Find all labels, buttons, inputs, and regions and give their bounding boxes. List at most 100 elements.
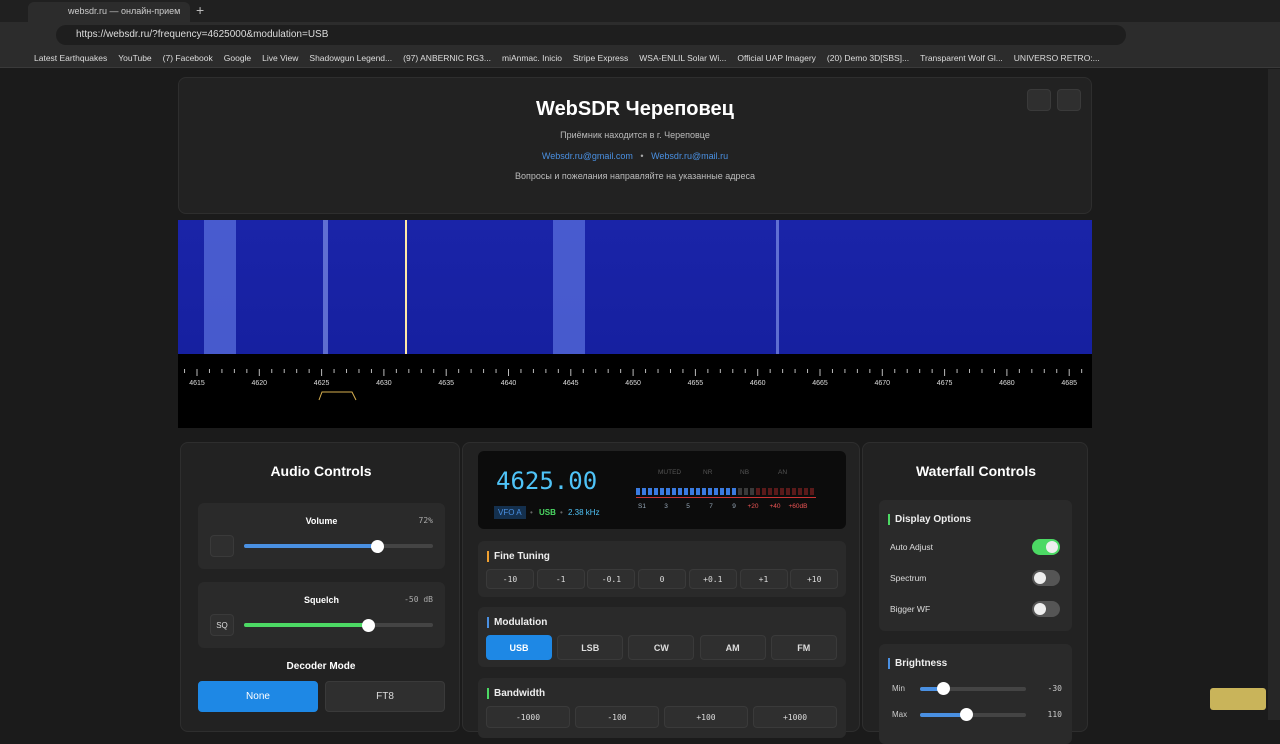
meter-segment: [696, 488, 700, 495]
toggle[interactable]: [1032, 601, 1060, 617]
bookmark[interactable]: UNIVERSO RETRO:...: [1013, 52, 1100, 63]
scale-label: 4680: [999, 380, 1015, 387]
meter-segment: [798, 488, 802, 495]
new-tab[interactable]: +: [196, 2, 205, 18]
icon-button[interactable]: [1057, 89, 1081, 111]
mode-button[interactable]: CW: [628, 635, 695, 660]
tune-button[interactable]: +0.1: [688, 569, 737, 589]
mode-button[interactable]: USB: [486, 635, 552, 660]
meter-segment: [756, 488, 760, 495]
min-slider[interactable]: [920, 687, 1026, 691]
slider-knob[interactable]: [362, 619, 375, 632]
meter-segment: [636, 488, 640, 495]
bookmark[interactable]: miAnmac. Inicio: [501, 52, 562, 63]
bookmark[interactable]: Live View: [262, 52, 299, 63]
label: Squelch: [303, 595, 339, 605]
label: Volume: [305, 516, 338, 526]
bookmark[interactable]: Stripe Express: [572, 52, 629, 63]
slider-knob[interactable]: [371, 540, 384, 553]
tune-button[interactable]: -1: [536, 569, 585, 589]
scale-label: 4625: [314, 380, 330, 387]
squelch-slider[interactable]: [244, 623, 433, 627]
bookmark[interactable]: WSA-ENLIL Solar Wi...: [639, 52, 727, 63]
squelch-button[interactable]: SQ: [210, 614, 234, 636]
meter-segment: [678, 488, 682, 495]
section-title: Display Options: [888, 514, 971, 525]
meter-segment: [672, 488, 676, 495]
signal: [204, 220, 236, 354]
value: -30: [1047, 684, 1062, 693]
bandwidth-button[interactable]: -100: [575, 706, 659, 728]
email-link[interactable]: Websdr.ru@gmail.com: [541, 151, 633, 161]
url: https://websdr.ru/?frequency=4625000&mod…: [76, 29, 329, 40]
mode-button[interactable]: FM: [770, 635, 837, 660]
bookmark[interactable]: (7) Facebook: [162, 52, 213, 63]
meter-segment: [684, 488, 688, 495]
note: Вопросы и пожелания направляйте на указа…: [515, 171, 755, 181]
max-slider[interactable]: [920, 713, 1026, 717]
decoder-button[interactable]: FT8: [325, 681, 445, 712]
volume-slider[interactable]: [244, 544, 433, 548]
meter-segment: [738, 488, 742, 495]
indicator: AN: [778, 469, 788, 476]
slider-knob[interactable]: [937, 682, 950, 695]
meter-segment: [702, 488, 706, 495]
bookmark[interactable]: Official UAP Imagery: [737, 52, 816, 63]
bookmark[interactable]: YouTube: [118, 52, 152, 63]
toggle[interactable]: [1032, 570, 1060, 586]
bookmark[interactable]: Shadowgun Legend...: [309, 52, 393, 63]
meter-segment: [762, 488, 766, 495]
tune-button[interactable]: -0.1: [587, 569, 636, 589]
bandwidth-button[interactable]: -1000: [486, 706, 570, 728]
bandwidth-button[interactable]: +100: [664, 706, 748, 728]
bandwidth-button[interactable]: +1000: [753, 706, 837, 728]
vfo-badge: VFO A: [494, 506, 526, 519]
indicator: MUTED: [658, 469, 682, 476]
indicator: NR: [703, 469, 713, 476]
s-scale-label: 3: [664, 503, 668, 510]
bookmark[interactable]: (20) Demo 3D[SBS]...: [826, 52, 910, 63]
mode-button[interactable]: AM: [699, 635, 766, 660]
tab-bar: websdr.ru — онлайн-прием +: [0, 0, 1280, 22]
tab[interactable]: websdr.ru — онлайн-прием: [28, 2, 190, 22]
signal: [553, 220, 585, 354]
tune-button[interactable]: +10: [790, 569, 839, 589]
separator: •: [640, 151, 644, 161]
option-label: Bigger WF: [890, 604, 931, 614]
bookmark[interactable]: Google: [223, 52, 252, 63]
slider-knob[interactable]: [960, 708, 973, 721]
tune-button[interactable]: +1: [739, 569, 788, 589]
meter-segment: [744, 488, 748, 495]
option-label: Auto Adjust: [890, 542, 934, 552]
tune-button[interactable]: -10: [486, 569, 534, 589]
mute-button[interactable]: [210, 535, 234, 557]
separator: •: [560, 508, 563, 517]
icon-button[interactable]: [1027, 89, 1051, 111]
scale-label: 4665: [812, 380, 828, 387]
scale-label: 4620: [252, 380, 268, 387]
bandwidth: 2.38 kHz: [568, 508, 600, 517]
mode-button[interactable]: LSB: [557, 635, 624, 660]
email-link[interactable]: Websdr.ru@mail.ru: [651, 151, 729, 161]
section-title: Decoder Mode: [286, 661, 356, 672]
brightness-box: Brightness Min -30 Max 110: [879, 644, 1072, 744]
address-bar[interactable]: https://websdr.ru/?frequency=4625000&mod…: [56, 25, 1126, 45]
value: 110: [1047, 710, 1062, 719]
scale-area: [178, 354, 1092, 428]
meter-segment: [786, 488, 790, 495]
meter-segment: [780, 488, 784, 495]
display-options-box: Display Options Auto Adjust Spectrum Bigge…: [879, 500, 1072, 631]
scale-label: 4635: [438, 380, 454, 387]
signal: [323, 220, 328, 354]
tune-button[interactable]: 0: [638, 569, 687, 589]
bookmark[interactable]: Transparent Wolf Gl...: [920, 52, 1003, 63]
bookmark[interactable]: Latest Earthquakes: [34, 52, 108, 63]
meter-segment: [768, 488, 772, 495]
toggle[interactable]: [1032, 539, 1060, 555]
decoder-button[interactable]: None: [198, 681, 318, 712]
modulation-box: Modulation USB LSB CW AM FM: [478, 607, 846, 667]
value: -50 dB: [404, 595, 433, 604]
meter-segment: [714, 488, 718, 495]
bookmark[interactable]: (97) ANBERNIC RG3...: [403, 52, 491, 63]
section-title: Bandwidth: [487, 688, 545, 699]
